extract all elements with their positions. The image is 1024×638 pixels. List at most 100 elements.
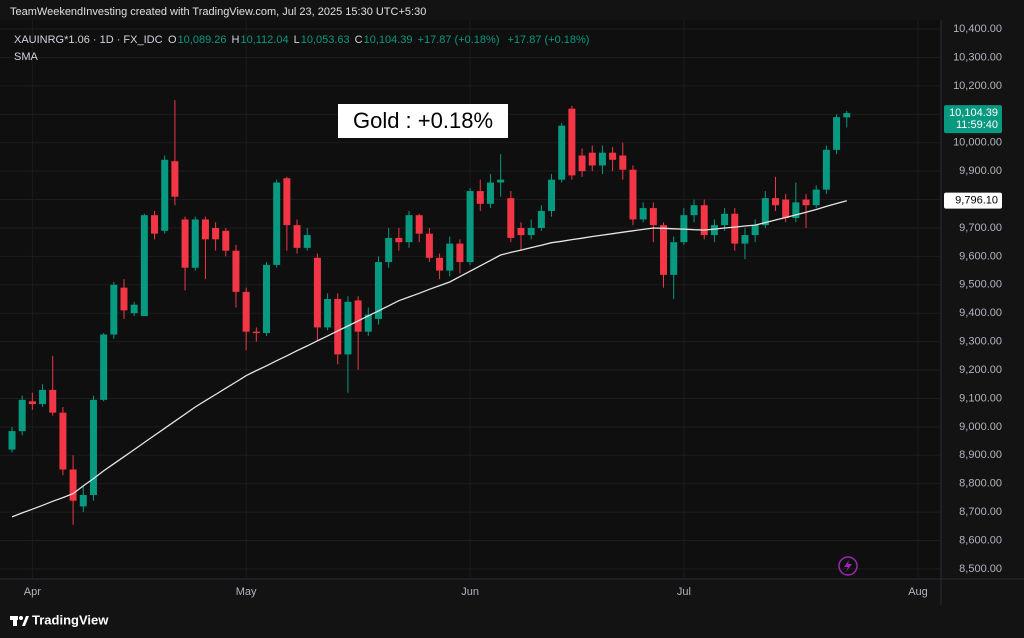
candle-body [486,182,494,204]
candle-body [466,191,474,263]
y-tick-label: 8,600.00 [959,534,1002,546]
annotation-box [338,104,508,138]
sma-line [11,200,847,518]
logo [10,616,29,626]
y-tick-label: 9,500.00 [959,279,1002,291]
candle-body [812,189,820,206]
annotation: Gold : +0.18% [353,108,493,133]
candle-body [222,230,230,251]
candle-body [792,202,800,219]
price-label-box [944,192,1002,209]
candle-body [833,117,841,150]
candle-body [771,198,779,206]
candle-body [201,219,209,240]
candle-body [252,331,260,334]
logo-part [13,616,17,626]
y-tick-label: 8,900.00 [959,449,1002,461]
candle-body [497,179,505,183]
price-label-box [944,105,1002,134]
y-tick-label: 9,100.00 [959,392,1002,404]
legend-ohlc: O 10,089.26 H 10,112.04 L 10,053.63 C 10,104.39… [168,34,589,46]
candle-body [670,242,678,275]
candle-body [405,215,413,243]
candle-body [374,262,382,319]
candle-body [100,334,108,400]
candle-body [690,205,698,216]
candle-body [741,235,749,244]
candle-body [385,237,393,263]
lightning-icon[interactable] [838,556,858,576]
candle-body [293,225,301,248]
candle-body [171,161,179,197]
candle-body [283,178,291,226]
logo-part [19,616,23,620]
y-tick-label: 10,000.00 [953,137,1002,149]
legend-value: 10,089.26 [178,34,227,46]
x-tick-label: Apr [24,586,41,598]
legend-value: 10,112.04 [240,34,288,46]
candle-body [191,219,199,268]
candle-body [354,300,362,332]
candle-body [660,225,668,275]
candle-body [395,237,403,243]
candle-body [313,257,321,328]
candle-body [303,235,311,248]
candle-body [69,469,77,501]
candle-body [782,199,790,219]
y-tick-label: 8,500.00 [959,563,1002,575]
candle-body [649,208,657,226]
legend-value: 10,104.39 [364,34,413,46]
candle-body [629,169,637,220]
y-tick-label: 9,000.00 [959,421,1002,433]
candle-body [548,179,556,211]
candle-body [721,213,729,226]
candle-body [527,227,535,236]
candle-body [568,108,576,176]
icon-circle[interactable] [838,556,858,576]
candle-body [364,314,372,332]
header: TeamWeekendInvesting created with Tradin… [10,6,426,18]
y-tick-label: 8,700.00 [959,506,1002,518]
candle-body [140,215,148,317]
candle-body [710,225,718,236]
icon-bolt[interactable] [844,560,852,572]
price-label: 10,104.39 [949,107,998,119]
candle-body [700,205,708,236]
candle-body [89,399,97,496]
legend-value: 10,053.63 [301,34,350,46]
candle-body [181,219,189,268]
y-tick-label: 9,400.00 [959,307,1002,319]
y-tick-label: 9,600.00 [959,250,1002,262]
candle-body [324,299,332,328]
legend-key: O [168,34,177,46]
x-tick-label: Jun [461,586,479,598]
candle-body [18,399,26,432]
footer-bar [0,606,1024,638]
candle-body [263,264,271,334]
candle-body [161,159,169,231]
candle-body [344,301,352,355]
candle-body [456,243,464,263]
y-tick-label: 9,300.00 [959,336,1002,348]
x-tick-label: May [236,586,257,598]
candle-body [619,155,627,170]
footer-brand: TradingView [32,612,109,627]
candle-body [558,125,566,180]
candle-body [425,233,433,258]
y-tick-label: 10,200.00 [953,80,1002,92]
candle-body [609,152,617,160]
legend-symbol: XAUINRG*1.06 · 1D · FX_IDC [14,34,163,46]
logo-part [22,616,29,626]
sma-label: SMA [14,51,39,63]
candle-body [436,257,444,271]
candle-body [151,215,159,234]
countdown: 11:59:40 [956,119,998,131]
candle-body [232,250,240,292]
candle-body [517,227,525,236]
candle-body [120,287,128,311]
price-label: 9,796.10 [955,195,998,207]
candle-body [537,210,545,228]
candle-body [242,291,250,332]
candle-body [588,152,596,166]
